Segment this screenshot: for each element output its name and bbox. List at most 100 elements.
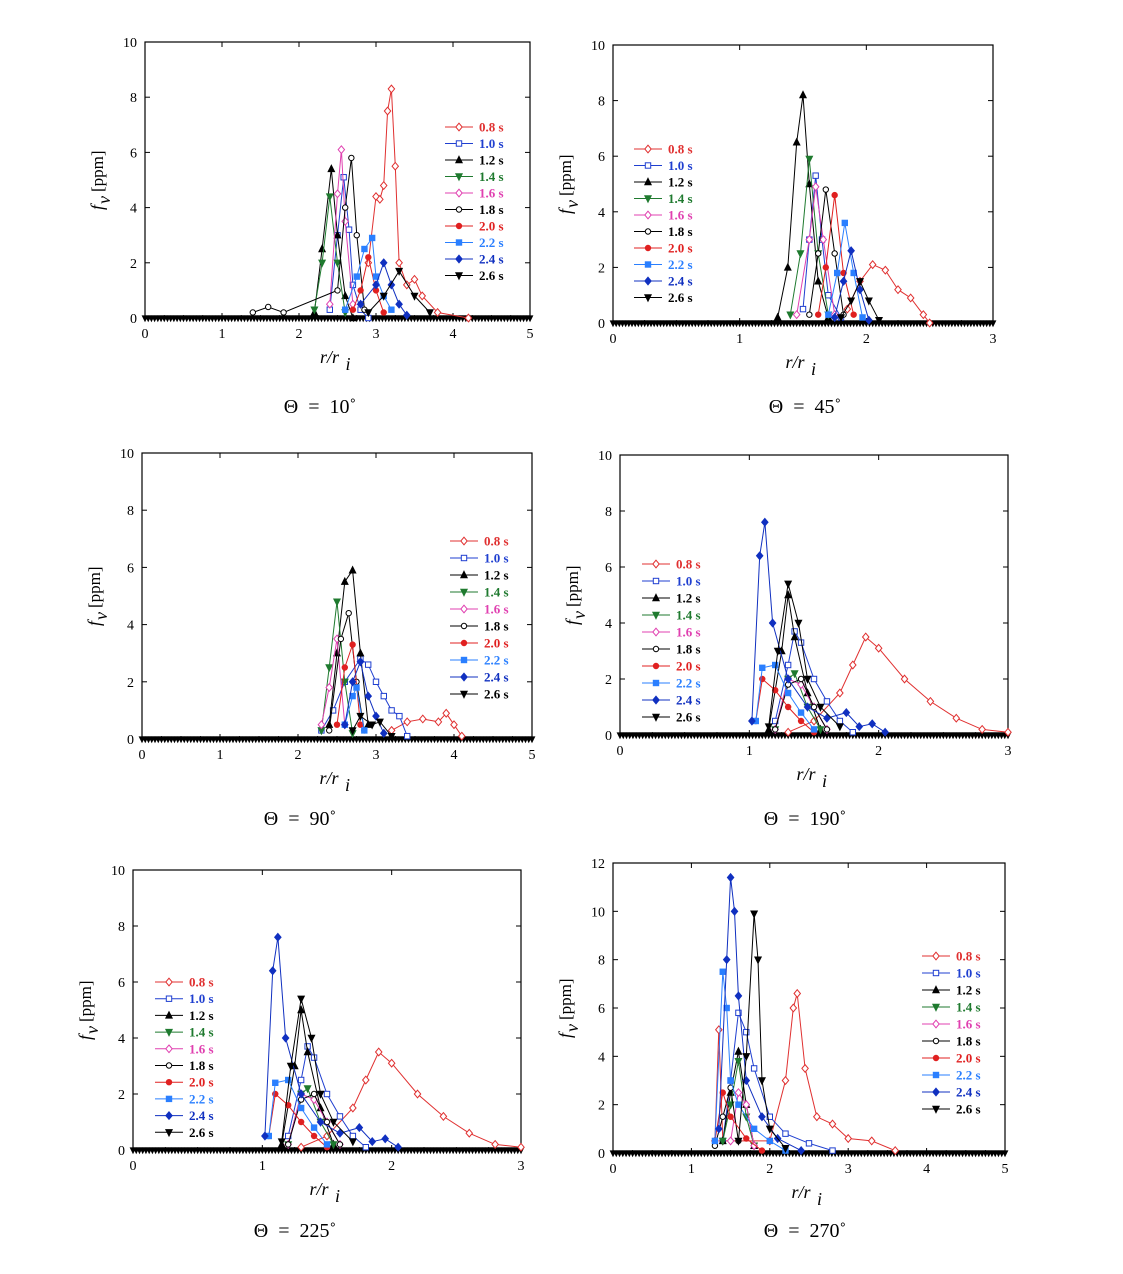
legend-label: 1.6 s	[676, 625, 701, 640]
data-point	[333, 189, 342, 199]
legend-marker	[652, 679, 660, 687]
data-point	[768, 618, 777, 628]
data-point	[726, 1101, 735, 1110]
legend-label: 1.6 s	[189, 1041, 214, 1056]
legend-label: 2.0 s	[484, 636, 509, 651]
series-2-6-s	[277, 995, 357, 1147]
x-tick-label: 3	[518, 1159, 525, 1174]
data-point	[834, 269, 841, 277]
legend-label: 1.2 s	[676, 591, 701, 606]
data-point	[810, 716, 818, 726]
x-tick-label: 3	[1005, 744, 1012, 759]
legend-marker	[931, 1105, 941, 1114]
y-axis-label-unit: [ppm]	[556, 978, 575, 1020]
data-point	[410, 292, 419, 301]
y-tick-label: 0	[605, 729, 612, 744]
data-point	[772, 661, 779, 669]
data-point	[805, 179, 814, 188]
data-point	[348, 313, 357, 322]
data-point	[379, 728, 388, 738]
legend-marker	[165, 1062, 173, 1069]
data-point	[491, 1139, 499, 1149]
legend-label: 2.0 s	[479, 219, 504, 234]
data-point	[755, 551, 764, 561]
data-point	[356, 299, 365, 309]
data-point	[850, 311, 857, 318]
data-point	[797, 1146, 806, 1156]
legend-marker	[455, 222, 463, 230]
data-point	[464, 313, 473, 323]
data-point	[726, 1136, 735, 1146]
x-tick-label: 0	[610, 1162, 617, 1177]
legend-marker	[932, 969, 940, 977]
legend-label: 1.2 s	[668, 175, 693, 190]
data-point	[341, 664, 348, 671]
data-point	[861, 632, 870, 642]
baseline-marker	[1001, 1150, 1009, 1158]
data-point	[783, 262, 792, 271]
legend-label: 2.0 s	[189, 1075, 214, 1090]
series-line	[320, 658, 408, 737]
data-point	[810, 703, 818, 711]
data-point	[815, 250, 822, 257]
data-point	[750, 910, 759, 919]
data-point	[843, 304, 852, 314]
data-point	[285, 1102, 292, 1109]
legend-label: 2.4 s	[189, 1108, 214, 1123]
data-point	[772, 726, 779, 733]
legend-marker	[460, 656, 468, 664]
data-point	[926, 696, 935, 706]
data-point	[340, 576, 349, 585]
y-tick-label: 10	[120, 447, 134, 462]
legend-label: 2.0 s	[956, 1051, 981, 1066]
legend: 0.8 s 1.0 s 1.2 s 1.4 s 1.6 s 1.8 s 2.0 s 2.2 s…	[642, 557, 701, 725]
series-line	[787, 636, 1009, 733]
plot-frame	[144, 41, 531, 319]
series-1-2-s	[773, 90, 833, 321]
data-point	[297, 1118, 305, 1126]
legend-label: 1.0 s	[479, 136, 504, 151]
data-point	[978, 724, 986, 734]
x-tick-label: 3	[990, 332, 997, 347]
data-point	[822, 264, 829, 271]
legend-marker	[460, 604, 468, 614]
legend-label: 1.8 s	[676, 642, 701, 657]
legend-label: 2.4 s	[956, 1085, 981, 1100]
data-point	[790, 632, 799, 641]
data-point	[404, 732, 411, 740]
legend-marker	[932, 1054, 940, 1062]
data-point	[387, 1058, 396, 1068]
x-tick-label: 5	[529, 748, 536, 763]
data-point	[867, 1136, 876, 1146]
data-point	[297, 1142, 305, 1152]
data-point	[329, 1118, 338, 1127]
data-point	[349, 306, 357, 313]
data-point	[748, 716, 756, 726]
x-tick-label: 2	[388, 1159, 395, 1174]
data-point	[792, 137, 801, 146]
data-point	[340, 720, 349, 730]
data-point	[361, 245, 368, 253]
data-point	[261, 1131, 269, 1141]
legend-label: 2.0 s	[668, 241, 693, 256]
legend-marker	[644, 144, 652, 154]
y-tick-label: 10	[598, 449, 612, 464]
y-tick-label: 8	[130, 91, 137, 106]
data-point	[333, 721, 341, 728]
x-tick-label: 2	[295, 748, 302, 763]
data-point	[310, 1132, 318, 1140]
chart-panel-theta-190: 0 1 2 3 0 2 4 6 8 10 r/r i f v [ppm] 0.8 s 1.0 s 1.2 s 1.4…	[560, 430, 1123, 850]
y-axis-label-main: f	[75, 1032, 95, 1040]
x-tick-label: 2	[296, 327, 303, 342]
data-point	[265, 303, 272, 311]
series-2-4-s	[356, 258, 411, 320]
data-point	[730, 906, 739, 916]
y-axis-label-main: f	[555, 1030, 575, 1038]
data-point	[375, 194, 384, 204]
legend-marker	[932, 1019, 940, 1029]
data-point	[781, 1075, 790, 1086]
data-point	[326, 727, 333, 734]
data-point	[403, 717, 412, 727]
